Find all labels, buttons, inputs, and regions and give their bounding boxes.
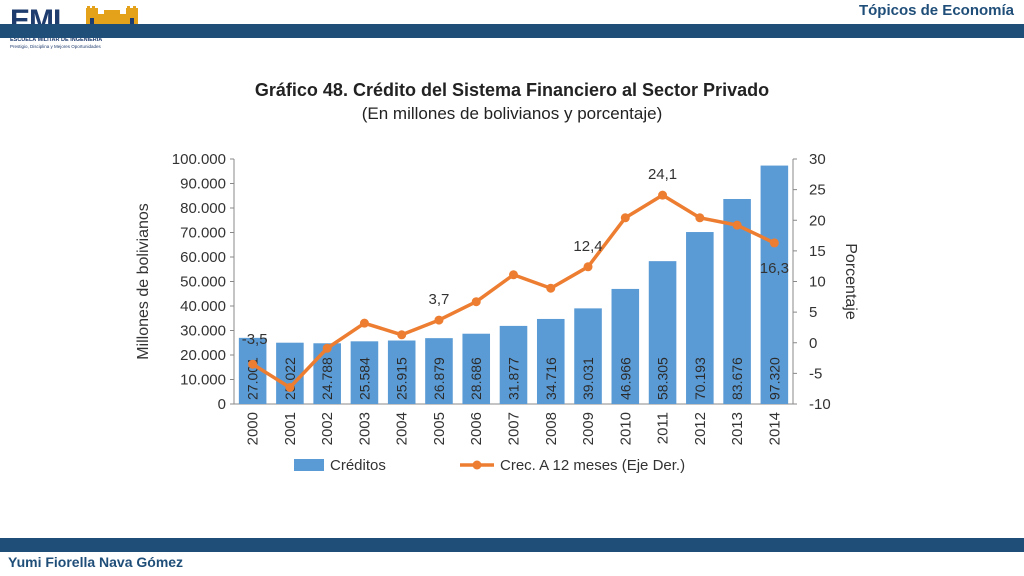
line-point-2014	[769, 238, 779, 248]
header-bar	[0, 24, 1024, 38]
y2-axis-label: Porcentaje	[842, 243, 859, 320]
x-tick-label: 2007	[506, 412, 523, 445]
bar-2010	[611, 288, 640, 404]
bar-data-label: 24.788	[319, 357, 335, 400]
chart-subtitle: (En millones de bolivianos y porcentaje)	[361, 104, 663, 123]
logo-tagline: Prestigio, Disciplina y Mejores Oportuni…	[10, 44, 101, 49]
bar-2003	[350, 341, 379, 404]
y-tick-label: 90.000	[180, 176, 226, 193]
x-tick-label: 2011	[655, 412, 672, 444]
bar-2013	[723, 198, 751, 404]
y-tick-label: 20.000	[180, 347, 226, 364]
page-title: Tópicos de Economía	[858, 2, 1014, 19]
x-tick-label: 2001	[282, 412, 299, 445]
line-point-2009	[583, 262, 593, 272]
legend-marker-line	[472, 460, 482, 470]
bar-2006	[462, 333, 491, 404]
bar-data-label: 28.686	[468, 357, 484, 400]
y-tick-label: 100.000	[172, 151, 226, 168]
line-point-2012	[695, 213, 705, 223]
legend-swatch-bars	[294, 459, 324, 471]
line-data-label: 24,1	[648, 166, 677, 183]
footer-bar	[0, 538, 1024, 552]
line-point-2004	[397, 330, 407, 340]
line-point-2002	[322, 343, 332, 353]
x-tick-label: 2009	[580, 412, 597, 445]
line-point-2008	[546, 283, 556, 293]
bar-data-label: 26.879	[431, 357, 447, 400]
x-tick-label: 2002	[319, 412, 336, 445]
bar-2014	[760, 165, 789, 404]
author-name: Yumi Fiorella Nava Gómez	[8, 554, 184, 570]
line-point-2007	[509, 270, 518, 280]
x-tick-label: 2008	[543, 412, 560, 445]
bar-data-label: 25.022	[282, 357, 298, 400]
legend-label-line: Crec. A 12 meses (Eje Der.)	[500, 457, 685, 474]
y-axis-label: Millones de bolivianos	[135, 203, 152, 360]
line-point-2005	[434, 315, 444, 325]
bar-2011	[648, 261, 677, 404]
x-tick-label: 2003	[356, 412, 373, 445]
y2-tick-label: 10	[809, 274, 826, 291]
bar-2007	[499, 325, 528, 404]
y2-tick-label: 20	[809, 212, 826, 229]
line-data-label: 12,4	[573, 238, 602, 255]
line-point-2001	[285, 382, 295, 392]
x-tick-label: 2006	[468, 412, 485, 445]
line-data-label: -3,5	[242, 331, 268, 348]
bar-2005	[425, 338, 453, 404]
bar-data-label: 83.676	[729, 357, 745, 400]
logo-subtitle: ESCUELA MILITAR DE INGENIERIA	[10, 37, 103, 43]
bar-2009	[574, 308, 602, 404]
bar-data-label: 31.877	[506, 357, 522, 400]
bar-2008	[536, 318, 565, 404]
bar-data-label: 25.584	[356, 357, 372, 400]
legend-label-bars: Créditos	[330, 457, 386, 474]
y-tick-label: 80.000	[180, 200, 226, 217]
y2-tick-label: 25	[809, 182, 826, 199]
line-point-2000	[248, 359, 258, 369]
bar-data-label: 58.305	[655, 357, 671, 400]
bar-data-label: 97.320	[766, 357, 782, 400]
y2-tick-label: -10	[809, 396, 831, 413]
x-tick-label: 2013	[729, 412, 746, 445]
line-point-2010	[620, 213, 630, 223]
x-tick-label: 2004	[394, 412, 411, 445]
x-tick-label: 2014	[766, 412, 783, 445]
line-point-2013	[732, 220, 742, 230]
line-point-2006	[471, 297, 481, 307]
y2-tick-label: 30	[809, 151, 826, 168]
bar-2004	[387, 340, 416, 404]
bar-data-label: 34.716	[543, 357, 559, 400]
bar-2012	[686, 232, 714, 404]
bar-data-label: 25.915	[394, 357, 410, 400]
x-tick-label: 2012	[692, 412, 709, 445]
line-data-label: 3,7	[429, 291, 450, 308]
y2-tick-label: 15	[809, 243, 826, 260]
bar-data-label: 46.966	[617, 357, 633, 400]
line-data-label: 16,3	[760, 260, 789, 277]
x-tick-label: 2010	[617, 412, 634, 445]
y-tick-label: 50.000	[180, 274, 226, 291]
bar-2002	[313, 343, 341, 404]
bar-data-label: 70.193	[692, 357, 708, 400]
y2-tick-label: 0	[809, 335, 817, 352]
y-tick-label: 60.000	[180, 249, 226, 266]
x-tick-label: 2005	[431, 412, 448, 445]
y2-tick-label: 5	[809, 304, 817, 321]
x-tick-label: 2000	[245, 412, 262, 445]
line-point-2003	[359, 318, 369, 328]
y-tick-label: 0	[218, 396, 226, 413]
bar-2001	[276, 342, 304, 404]
bar-data-label: 39.031	[580, 357, 596, 400]
y2-tick-label: -5	[809, 365, 822, 382]
chart-title: Gráfico 48. Crédito del Sistema Financie…	[254, 80, 770, 100]
line-point-2011	[658, 190, 668, 200]
y-tick-label: 70.000	[180, 225, 226, 242]
y-tick-label: 10.000	[180, 372, 226, 389]
y-tick-label: 30.000	[180, 323, 226, 340]
y-tick-label: 40.000	[180, 298, 226, 315]
